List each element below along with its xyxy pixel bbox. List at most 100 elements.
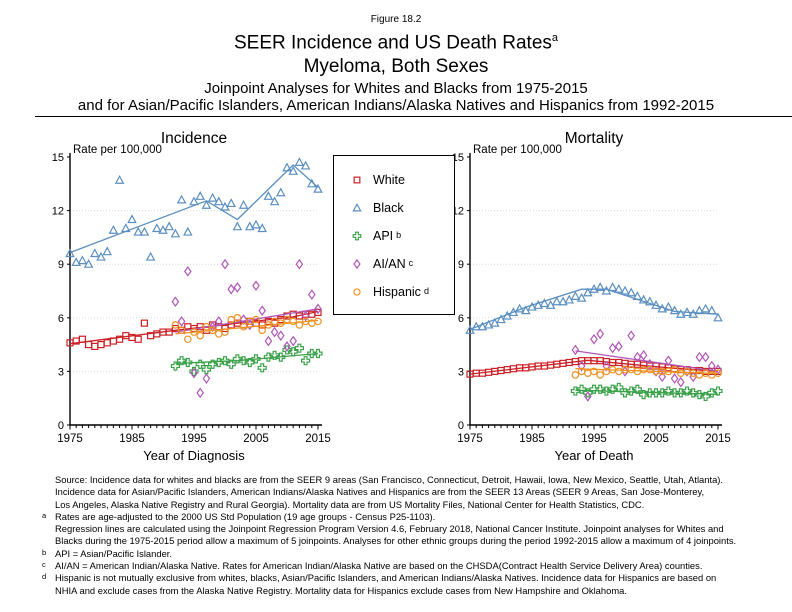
chart-text: 9 [58, 259, 64, 271]
plus-marker-icon [177, 356, 187, 366]
triangle-marker-icon [139, 226, 150, 236]
diamond-marker-icon [270, 326, 279, 338]
chart-text: 15 [52, 152, 64, 164]
footnote-marker [42, 473, 55, 485]
plus-marker-icon [226, 359, 236, 369]
triangle-marker-icon [589, 283, 599, 293]
plus-marker-icon [270, 350, 280, 360]
diamond-marker-icon [664, 355, 673, 367]
triangle-marker-icon [108, 224, 119, 234]
circle-marker-icon [202, 322, 211, 331]
legend-item-api: API b [350, 222, 454, 250]
triangle-marker-icon [632, 291, 643, 300]
triangle-marker-icon [263, 191, 274, 200]
legend-item-label: AI/AN [373, 257, 406, 271]
triangle-marker-icon [164, 221, 175, 231]
legend-item-superscript: d [423, 286, 429, 296]
footnote-marker: b [42, 547, 47, 557]
circle-marker-icon [714, 369, 722, 377]
circle-marker-icon [596, 371, 605, 379]
triangle-marker-icon [89, 248, 100, 258]
triangle-marker-icon [675, 308, 686, 318]
footnote-marker [42, 534, 55, 546]
square-marker-icon [353, 176, 361, 184]
x-axis-label: Year of Diagnosis [143, 448, 245, 463]
y-axis-label: Rate per 100,000 [473, 144, 562, 156]
circle-marker-icon [277, 319, 285, 327]
square-marker-icon [134, 335, 142, 343]
triangle-marker-icon [77, 255, 88, 265]
triangle-marker-icon [257, 223, 268, 233]
diamond-marker-icon [577, 360, 586, 372]
square-marker-icon [165, 328, 173, 336]
plus-marker-icon [583, 388, 593, 398]
triangle-marker-icon [669, 305, 680, 315]
chart-text: 2005 [643, 433, 669, 445]
triangle-marker-icon [176, 194, 187, 204]
triangle-marker-icon [83, 258, 94, 268]
triangle-marker-icon [189, 196, 199, 206]
plus-marker-icon [214, 357, 224, 368]
plus-marker-icon [294, 343, 304, 353]
triangle-marker-icon [282, 162, 292, 172]
triangle-marker-icon [226, 198, 237, 208]
diamond-marker-icon [658, 371, 667, 383]
footnote-text: Hispanic is not mutually exclusive from … [55, 572, 717, 584]
plus-marker-icon [651, 388, 661, 398]
footnote-text: Rates are age-adjusted to the 2000 US St… [55, 510, 436, 522]
plus-marker-icon [195, 359, 205, 369]
legend-item-label: White [373, 173, 405, 187]
chart-text: 12 [52, 206, 64, 218]
trend-line [575, 350, 719, 373]
triangle-marker-icon [120, 223, 131, 233]
triangle-marker-icon [551, 296, 562, 306]
triangle-marker-icon [626, 287, 637, 297]
plus-marker-icon [170, 361, 180, 371]
page-subtitle: Myeloma, Both Sexes [303, 56, 489, 77]
legend-item-superscript: b [396, 230, 402, 240]
footnote-marker [42, 485, 55, 497]
triangle-marker-icon [682, 307, 692, 317]
footnote-line: b API = Asian/Pacific Islander. [42, 548, 772, 560]
diamond-marker-icon [214, 316, 223, 327]
footnotes: Source: Incidence data for whites and bl… [42, 474, 772, 597]
footnote-text: Los Angeles, Alaska Native Registry and … [55, 498, 645, 510]
circle-marker-icon [252, 315, 260, 324]
legend-item-white: White [350, 166, 454, 194]
chart-text: 6 [458, 313, 464, 325]
triangle-marker-icon [638, 294, 649, 304]
square-marker-icon [84, 341, 93, 349]
footnote-text: AI/AN = American Indian/Alaska Native. R… [55, 560, 703, 572]
diamond-marker-icon [633, 351, 642, 363]
footnote-text: NHIA and exclude cases from the Alaska N… [55, 584, 627, 596]
trend-line [69, 164, 319, 254]
page-title: SEER Incidence and US Death Ratesa [0, 32, 792, 54]
circle-marker-icon [590, 367, 598, 376]
footnote-line: Incidence data for Asian/Pacific Islande… [42, 486, 772, 498]
diamond-marker-icon [314, 303, 322, 315]
chart-text: 1995 [181, 433, 207, 445]
square-marker-icon [91, 342, 99, 350]
diamond-marker-icon [276, 330, 285, 341]
circle-marker-icon [353, 288, 361, 296]
plus-marker-icon [626, 386, 636, 396]
diamond-marker-icon [701, 351, 710, 363]
plus-marker-icon [670, 388, 680, 398]
legend-item-label: API [373, 229, 394, 243]
diamond-marker-icon [202, 373, 211, 384]
chart-text: 0 [458, 420, 464, 432]
triangle-marker-icon [114, 174, 125, 184]
triangle-marker-icon [607, 282, 618, 292]
plus-marker-icon [220, 356, 230, 366]
triangle-marker-icon [570, 291, 581, 300]
triangle-marker-icon [294, 157, 305, 166]
footnote-line: Regression lines are calculated using th… [42, 523, 772, 535]
diamond-marker-icon [252, 280, 260, 291]
diamond-marker-icon [652, 366, 660, 377]
chart-title: Incidence [161, 130, 227, 147]
triangle-marker-icon [251, 219, 261, 229]
incidence-chart: 0 3 6 9 12 15 1975 1985 1995 2005 2015 IncidenceRat… [52, 130, 331, 463]
footnote-text: Regression lines are calculated using th… [55, 523, 724, 535]
footnote-text: API = Asian/Pacific Islander. [55, 547, 172, 559]
